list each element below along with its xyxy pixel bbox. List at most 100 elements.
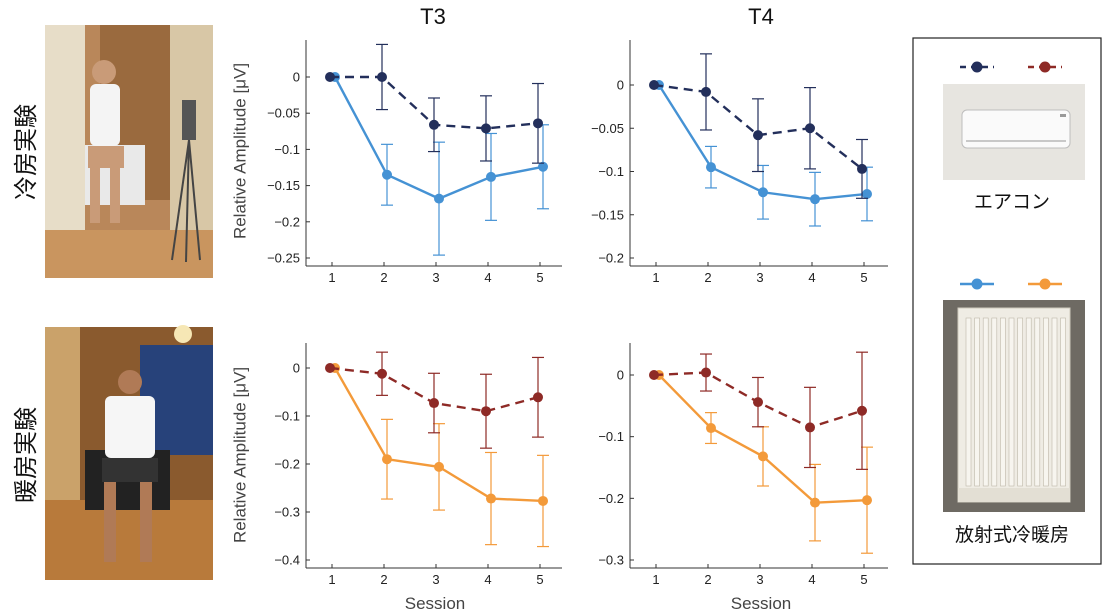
- y-tick-label: −0.05: [267, 106, 300, 121]
- x-tick-label: 5: [860, 572, 867, 587]
- data-point: [810, 194, 820, 205]
- x-tick-label: 3: [756, 572, 763, 587]
- data-point: [481, 406, 491, 417]
- radiant-fin: [1017, 317, 1023, 487]
- y-tick-label: 0: [617, 78, 624, 93]
- data-point: [649, 80, 659, 90]
- y-tick-label: −0.05: [591, 121, 624, 136]
- radiant-fin: [974, 317, 980, 487]
- x-tick-label: 2: [380, 270, 387, 285]
- x-tick-label: 2: [704, 270, 711, 285]
- x-tick-label: 5: [860, 270, 867, 285]
- data-point: [810, 497, 820, 508]
- data-point: [429, 119, 439, 130]
- data-point: [753, 397, 763, 408]
- data-point: [325, 72, 335, 82]
- radiant-fin: [1051, 317, 1058, 487]
- x-tick-label: 5: [536, 270, 543, 285]
- series-radiant: [654, 370, 873, 554]
- x-tick-label: 1: [652, 270, 659, 285]
- air-conditioner-image: [943, 84, 1085, 180]
- y-tick-label: 0: [617, 368, 624, 383]
- y-tick-label: −0.15: [267, 178, 300, 193]
- series-radiant: [330, 72, 549, 256]
- series-aircon: [649, 53, 868, 199]
- legend-key-aircon-cool: [960, 61, 994, 73]
- x-tick-label: 4: [484, 572, 491, 587]
- data-point: [377, 72, 387, 82]
- y-tick-label: −0.25: [267, 251, 300, 266]
- y-tick-label: −0.3: [274, 505, 300, 520]
- data-point: [533, 118, 543, 129]
- data-point: [805, 422, 815, 433]
- data-point: [701, 367, 711, 378]
- data-point: [486, 493, 496, 504]
- heating-experiment-photo: [45, 325, 213, 580]
- data-point: [538, 495, 548, 506]
- y-tick-label: −0.1: [274, 142, 300, 157]
- series-aircon: [325, 351, 544, 449]
- data-point: [649, 370, 659, 380]
- chart-cooling-t4: 0 −0.05 −0.1 −0.15 −0.2 1 2 3 4 5: [591, 40, 888, 285]
- x-tick-label: 2: [380, 572, 387, 587]
- legend-key-radiant-heat: [1028, 278, 1062, 290]
- y-axis-label-bottom: Relative Amplitude [μV]: [231, 367, 250, 543]
- x-tick-label: 1: [328, 572, 335, 587]
- data-point: [758, 187, 768, 198]
- legend-caption-aircon: エアコン: [974, 191, 1050, 213]
- x-tick-label: 3: [756, 270, 763, 285]
- data-point: [857, 163, 867, 174]
- data-point: [382, 169, 392, 180]
- data-point: [486, 171, 496, 182]
- x-tick-label: 4: [808, 572, 815, 587]
- data-point: [857, 405, 867, 416]
- radiant-panel-image: [943, 300, 1085, 512]
- legend-box: エアコン 放射式冷暖房: [912, 37, 1102, 565]
- radiant-fin: [1000, 317, 1006, 487]
- radiant-fin: [1008, 317, 1015, 487]
- data-point: [706, 162, 716, 173]
- data-point: [538, 161, 548, 172]
- radiant-fin: [1060, 317, 1066, 487]
- data-point: [429, 398, 439, 409]
- series-radiant: [654, 80, 873, 227]
- y-tick-label: 0: [293, 70, 300, 85]
- legend-key-aircon-heat: [1028, 61, 1062, 73]
- row-label-cooling: 冷房実験: [12, 104, 40, 200]
- data-point: [325, 363, 335, 373]
- series-aircon: [649, 351, 868, 470]
- x-tick-label: 4: [484, 270, 491, 285]
- x-tick-label: 3: [432, 572, 439, 587]
- x-tick-label: 1: [328, 270, 335, 285]
- data-point: [862, 495, 872, 506]
- y-tick-label: −0.1: [274, 409, 300, 424]
- data-point: [758, 451, 768, 462]
- y-tick-label: −0.2: [274, 457, 300, 472]
- radiant-fin: [1043, 317, 1049, 487]
- y-tick-label: −0.2: [598, 491, 624, 506]
- data-point: [701, 86, 711, 97]
- chart-heating-t4: 0 −0.1 −0.2 −0.3 1 2 3 4 5: [598, 343, 888, 587]
- chart-cooling-t3: 0 −0.05 −0.1 −0.15 −0.2 −0.25 1 2 3 4 5: [267, 40, 562, 285]
- series-radiant: [330, 363, 549, 548]
- radiant-fin: [991, 317, 998, 487]
- column-title-t4: T4: [748, 4, 774, 29]
- x-axis-label-right: Session: [731, 594, 791, 613]
- radiant-fin: [965, 317, 972, 487]
- y-axis-label-top: Relative Amplitude [μV]: [231, 63, 250, 239]
- column-title-t3: T3: [420, 4, 446, 29]
- x-tick-label: 5: [536, 572, 543, 587]
- chart-heating-t3: 0 −0.1 −0.2 −0.3 −0.4 1 2 3 4 5: [274, 343, 562, 587]
- legend-key-radiant-cool: [960, 278, 994, 290]
- y-tick-label: −0.4: [274, 553, 300, 568]
- x-tick-label: 3: [432, 270, 439, 285]
- data-point: [382, 454, 392, 465]
- y-tick-label: −0.3: [598, 553, 624, 568]
- y-tick-label: −0.1: [598, 429, 624, 444]
- x-axis-label-left: Session: [405, 594, 465, 613]
- data-point: [533, 392, 543, 403]
- legend-caption-radiant: 放射式冷暖房: [955, 524, 1069, 546]
- y-tick-label: −0.2: [274, 214, 300, 229]
- data-point: [706, 423, 716, 434]
